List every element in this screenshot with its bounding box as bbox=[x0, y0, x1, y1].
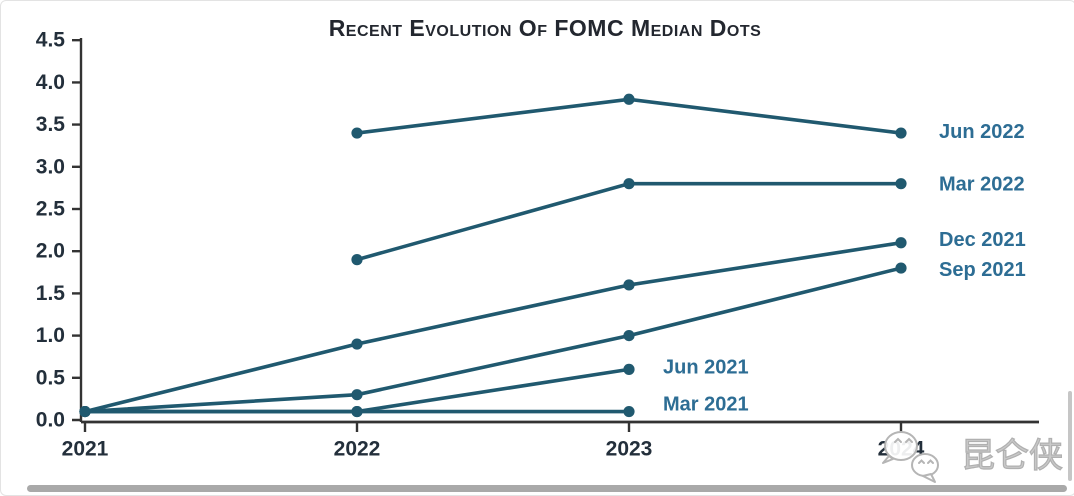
y-tick-label: 2.0 bbox=[36, 240, 65, 263]
series-line bbox=[84, 240, 902, 414]
y-tick-label: 3.0 bbox=[36, 155, 65, 178]
chart-title: Recent Evolution Of FOMC Median Dots bbox=[328, 15, 762, 41]
data-point bbox=[623, 279, 635, 291]
x-tick-label: 2021 bbox=[62, 438, 109, 461]
series-mar-2022: Mar 2022 bbox=[351, 174, 1025, 266]
data-point bbox=[351, 389, 363, 401]
series-label: Mar 2022 bbox=[939, 174, 1025, 196]
data-point bbox=[79, 405, 91, 418]
y-tick-label: 1.5 bbox=[36, 282, 66, 305]
data-point bbox=[351, 127, 363, 139]
data-point bbox=[351, 254, 363, 266]
data-point bbox=[623, 363, 635, 375]
watermark: 昆仑侠 bbox=[875, 425, 1064, 487]
series-label: Sep 2021 bbox=[939, 259, 1026, 281]
y-tick-label: 4.5 bbox=[36, 29, 66, 52]
data-point bbox=[623, 93, 635, 105]
x-tick-label: 2023 bbox=[606, 438, 653, 461]
card-right-shadow bbox=[1068, 391, 1072, 481]
series-label: Jun 2022 bbox=[939, 121, 1025, 143]
data-point bbox=[351, 338, 363, 350]
data-point bbox=[623, 330, 635, 342]
data-point bbox=[351, 405, 363, 418]
y-tick-label: 2.5 bbox=[36, 198, 66, 221]
data-point bbox=[895, 262, 907, 274]
series-label: Jun 2021 bbox=[663, 356, 749, 378]
data-point bbox=[895, 127, 907, 139]
y-tick-label: 1.0 bbox=[36, 324, 65, 347]
data-point bbox=[895, 178, 907, 190]
series-label: Mar 2021 bbox=[663, 394, 749, 416]
series-label: Dec 2021 bbox=[939, 229, 1026, 251]
y-tick-label: 0.5 bbox=[36, 366, 66, 389]
wechat-icon bbox=[882, 431, 939, 483]
y-tick-label: 4.0 bbox=[36, 71, 65, 94]
data-point bbox=[623, 178, 635, 190]
watermark-text: 昆仑侠 bbox=[960, 437, 1063, 475]
series-dec-2021: Dec 2021 bbox=[79, 229, 1026, 418]
card-bottom-shadow bbox=[27, 485, 1067, 492]
y-tick-label: 0.0 bbox=[36, 409, 65, 432]
series-line bbox=[356, 181, 901, 262]
series-sep-2021: Sep 2021 bbox=[79, 259, 1026, 418]
series-jun-2022: Jun 2022 bbox=[351, 93, 1025, 143]
series-mar-2021: Mar 2021 bbox=[79, 394, 749, 418]
x-tick-label: 2022 bbox=[334, 438, 381, 461]
series-line bbox=[84, 266, 902, 414]
data-point bbox=[623, 405, 635, 418]
data-point bbox=[895, 237, 907, 249]
y-tick-label: 3.5 bbox=[36, 113, 66, 136]
